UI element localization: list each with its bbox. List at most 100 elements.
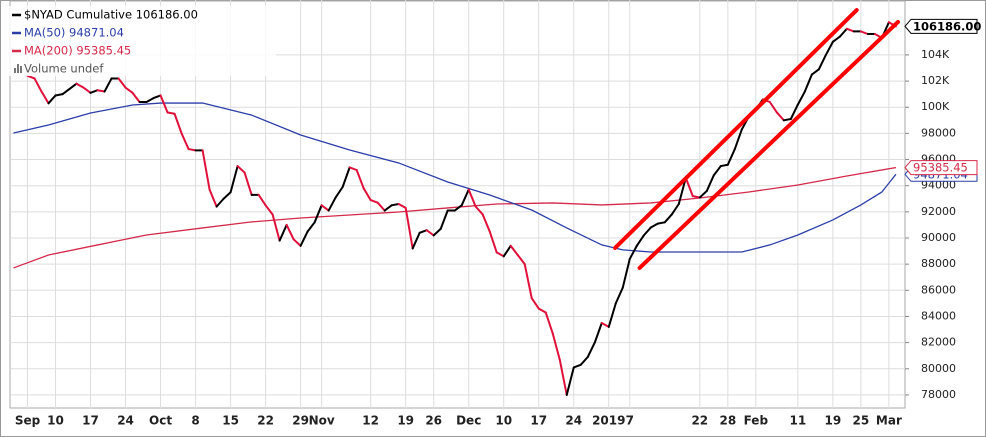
price-segment (509, 244, 519, 256)
price-segment (236, 165, 246, 174)
plot (13, 8, 900, 396)
price-segment (516, 254, 526, 266)
price-segment (803, 73, 813, 93)
end-value-label: 95385.45 (913, 161, 968, 175)
price-segment (439, 209, 449, 230)
price-segment (264, 204, 274, 216)
price-segment (768, 101, 778, 114)
price-segment (26, 74, 36, 80)
volume-icon-bar (17, 64, 19, 73)
x-tick-label: 22 (691, 414, 708, 428)
legend-label: MA(50) 94871.04 (24, 26, 124, 40)
price-segment (635, 234, 645, 247)
price-segment (838, 27, 848, 38)
plot-area (9, 0, 906, 409)
price-segment (698, 189, 708, 199)
price-segment (75, 82, 85, 89)
price-segment (663, 213, 673, 224)
price-segment (383, 204, 393, 212)
x-tick-label: 10 (495, 414, 512, 428)
price-segment (362, 187, 372, 202)
price-segment (474, 205, 484, 216)
price-segment (488, 230, 498, 254)
y-tick-label: 104K (921, 48, 950, 61)
price-segment (670, 203, 680, 216)
volume-icon (14, 64, 22, 73)
price-segment (530, 297, 540, 310)
x-tick-label: 24 (117, 414, 134, 428)
price-segment (845, 27, 855, 33)
price-segment (82, 86, 92, 94)
x-tick-label: Mar (876, 414, 902, 428)
price-segment (397, 203, 407, 209)
x-tick-label: Feb (744, 414, 769, 428)
price-segment (292, 238, 302, 247)
price-segment (453, 204, 463, 212)
price-segment (96, 89, 106, 93)
price-segment (425, 229, 435, 237)
price-segment (201, 149, 211, 191)
price-segment (796, 90, 806, 106)
price-segment (411, 231, 421, 250)
end-value-tag-box (904, 18, 978, 34)
price-segment (341, 166, 351, 188)
moving-average-line (13, 102, 897, 253)
x-tick-label: 11 (790, 414, 807, 428)
price-segment (628, 244, 638, 260)
price-segment (334, 186, 344, 199)
x-tick-label: 19 (397, 414, 414, 428)
volume-icon-bar (20, 66, 22, 73)
y-tick-label: 82000 (921, 336, 956, 349)
x-tick-label: 22 (257, 414, 274, 428)
price-segment (733, 128, 743, 151)
price-segment (719, 163, 729, 168)
price-segment (103, 77, 113, 93)
price-segment (271, 213, 281, 242)
x-tick-label: 15 (222, 414, 239, 428)
price-segment (89, 89, 99, 94)
x-tick-label: Dec (456, 414, 481, 428)
y-tick-label: 86000 (921, 283, 956, 296)
price-segment (131, 91, 141, 103)
legend: Volume undef $NYAD Cumulative 106186.00 M… (8, 6, 276, 76)
legend-label: Volume undef (24, 62, 104, 76)
price-segment (495, 251, 505, 258)
price-segment (607, 302, 617, 328)
price-segment (502, 244, 512, 258)
price-segment (173, 112, 183, 135)
price-segment (348, 166, 358, 171)
price-segment (229, 165, 239, 194)
price-segment (859, 30, 869, 35)
x-tick-label: Oct (149, 414, 172, 428)
price-segment (152, 94, 162, 100)
x-tick-label: 17 (530, 414, 547, 428)
price-segment (432, 227, 442, 237)
price-segment (705, 174, 715, 192)
x-tick-label: 8 (191, 414, 199, 428)
price-segment (187, 148, 197, 152)
price-segment (523, 263, 533, 300)
price-segment (208, 188, 218, 208)
x-tick-label: 24 (565, 414, 582, 428)
y-tick-label: 80000 (921, 362, 956, 375)
end-value-tag-box (904, 160, 978, 176)
x-tick-label: 29 (292, 414, 309, 428)
price-segment (656, 221, 666, 225)
volume-icon-bar (14, 68, 16, 73)
price-segment (40, 90, 50, 105)
x-tick-label: Sep (15, 414, 41, 428)
price-segment (572, 363, 582, 369)
price-segment (376, 201, 386, 212)
price-segment (124, 86, 134, 94)
y-tick-label: 84000 (921, 309, 956, 322)
price-segment (306, 221, 316, 233)
price-segment (817, 53, 827, 71)
price-segment (691, 195, 701, 199)
price-segment (404, 206, 414, 250)
price-segment (54, 93, 64, 97)
price-segment (159, 94, 169, 114)
price-segment (621, 257, 631, 289)
y-tick-label: 98000 (921, 126, 956, 139)
price-segment (810, 68, 820, 76)
